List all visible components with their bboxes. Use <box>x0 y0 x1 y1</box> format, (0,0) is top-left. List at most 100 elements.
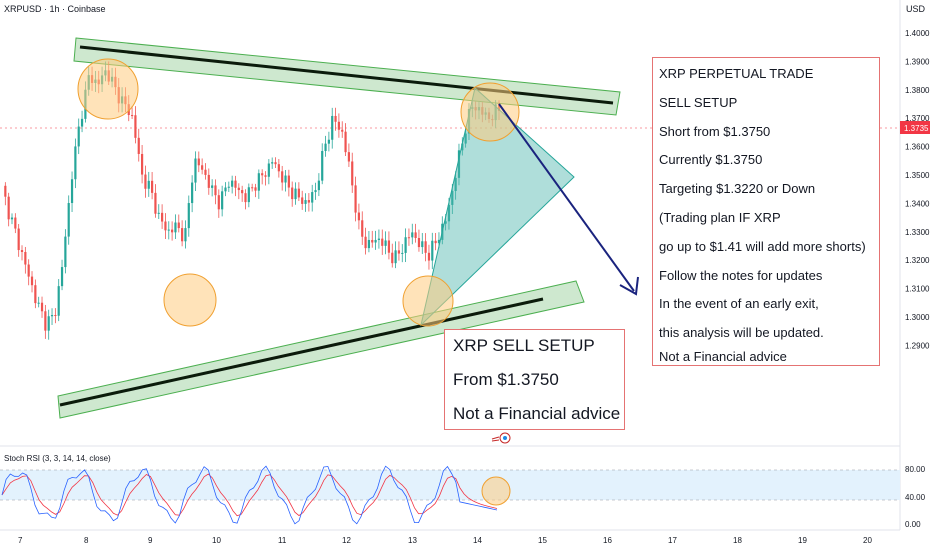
candle-body <box>50 315 54 317</box>
candle-body <box>287 175 290 188</box>
trade-plan-line-9: In the event of an early exit, <box>659 296 819 311</box>
candle-body <box>164 221 167 231</box>
candle-body <box>344 131 347 153</box>
candle-body <box>444 221 447 224</box>
candle-body <box>70 179 74 204</box>
candle-body <box>294 188 297 200</box>
trade-plan-line-1: XRP PERPETUAL TRADE <box>659 66 814 81</box>
candle-body <box>134 115 137 138</box>
candle-body <box>424 241 427 253</box>
candle-body <box>194 158 197 183</box>
candle-body <box>281 171 284 183</box>
date-tick-label: 19 <box>798 536 807 545</box>
candle-body <box>7 196 10 220</box>
candle-body <box>74 146 77 180</box>
candle-body <box>297 188 300 198</box>
price-tick-label: 1.3800 <box>905 86 930 95</box>
candle-body <box>454 177 457 191</box>
trade-plan-line-10: this analysis will be updated. <box>659 325 824 340</box>
candle-body <box>137 137 140 154</box>
candle-body <box>354 185 357 213</box>
candle-body <box>157 212 160 214</box>
lower-trend-line <box>59 297 544 407</box>
candle-body <box>77 126 80 147</box>
date-tick-label: 14 <box>473 536 482 545</box>
candle-body <box>427 252 431 261</box>
candle-body <box>431 240 434 261</box>
candle-body <box>397 250 401 254</box>
candle-body <box>384 240 387 246</box>
candle-body <box>417 238 421 248</box>
price-tick-label: 1.4000 <box>905 29 930 38</box>
candle-body <box>407 237 411 239</box>
candle-body <box>314 190 317 193</box>
candle-body <box>381 238 384 246</box>
candle-body <box>401 252 404 254</box>
date-tick-label: 13 <box>408 536 417 545</box>
candle-body <box>447 204 451 222</box>
candle-body <box>251 187 254 189</box>
candle-body <box>184 228 187 242</box>
date-tick-label: 11 <box>278 536 287 545</box>
candle-body <box>404 237 407 253</box>
candle-body <box>361 220 364 237</box>
candle-body <box>334 115 337 122</box>
candle-body <box>311 192 314 203</box>
candle-body <box>171 229 174 233</box>
swing-high-circle-2 <box>460 82 520 142</box>
stoch-tick-80: 80.00 <box>905 465 926 474</box>
trade-plan-note[interactable]: XRP PERPETUAL TRADE SELL SETUP Short fro… <box>652 57 880 366</box>
price-axis: 1.4000 1.3900 1.3800 1.3700 1.3600 1.3500 1.34… <box>905 29 930 350</box>
date-tick-label: 20 <box>863 536 872 545</box>
price-tick-label: 1.3300 <box>905 228 930 237</box>
candle-body <box>224 187 227 192</box>
candle-body <box>327 139 330 144</box>
candle-body <box>20 250 24 252</box>
candle-body <box>371 239 374 243</box>
candle-body <box>197 158 200 166</box>
candle-body <box>191 182 194 204</box>
candle-body <box>337 121 340 130</box>
candle-body <box>241 190 244 194</box>
candle-body <box>231 180 234 187</box>
candle-body <box>331 115 334 140</box>
candle-body <box>10 217 14 220</box>
candle-body <box>187 203 190 229</box>
date-tick-label: 12 <box>342 536 351 545</box>
candle-body <box>227 186 230 188</box>
price-tick-label: 1.3200 <box>905 256 930 265</box>
candle-body <box>177 222 180 229</box>
candle-body <box>204 169 207 175</box>
candle-body <box>261 173 264 176</box>
candle-body <box>264 175 267 177</box>
date-tick-label: 16 <box>603 536 612 545</box>
stoch-tick-40: 40.00 <box>905 493 926 502</box>
candlestick-series <box>4 61 501 340</box>
candle-body <box>271 162 274 164</box>
candle-body <box>284 175 287 183</box>
stoch-d-line <box>1 473 498 517</box>
setup-line-2: From $1.3750 <box>453 370 559 389</box>
candle-body <box>151 180 154 193</box>
candle-body <box>307 200 310 203</box>
candle-body <box>451 190 454 205</box>
sell-setup-note[interactable]: XRP SELL SETUP From $1.3750 Not a Financ… <box>444 329 625 430</box>
symbol-header[interactable]: XRPUSD · 1h · Coinbase <box>4 4 106 14</box>
candle-body <box>217 195 220 210</box>
date-tick-label: 7 <box>18 536 23 545</box>
candle-body <box>24 251 27 265</box>
swing-low-circle-1 <box>163 273 217 327</box>
stoch-circle <box>481 476 511 506</box>
price-tick-label: 1.3400 <box>905 199 930 208</box>
price-tick-label: 1.3000 <box>905 313 930 322</box>
candle-body <box>377 238 381 240</box>
trade-plan-line-2: SELL SETUP <box>659 95 738 110</box>
stoch-k-line <box>1 465 498 525</box>
date-tick-label: 18 <box>733 536 742 545</box>
candle-body <box>80 118 84 127</box>
candle-body <box>457 150 461 178</box>
candle-body <box>154 192 157 214</box>
candle-body <box>291 187 294 200</box>
date-axis: 7 8 9 10 11 12 13 14 15 16 17 18 19 20 <box>18 536 872 545</box>
